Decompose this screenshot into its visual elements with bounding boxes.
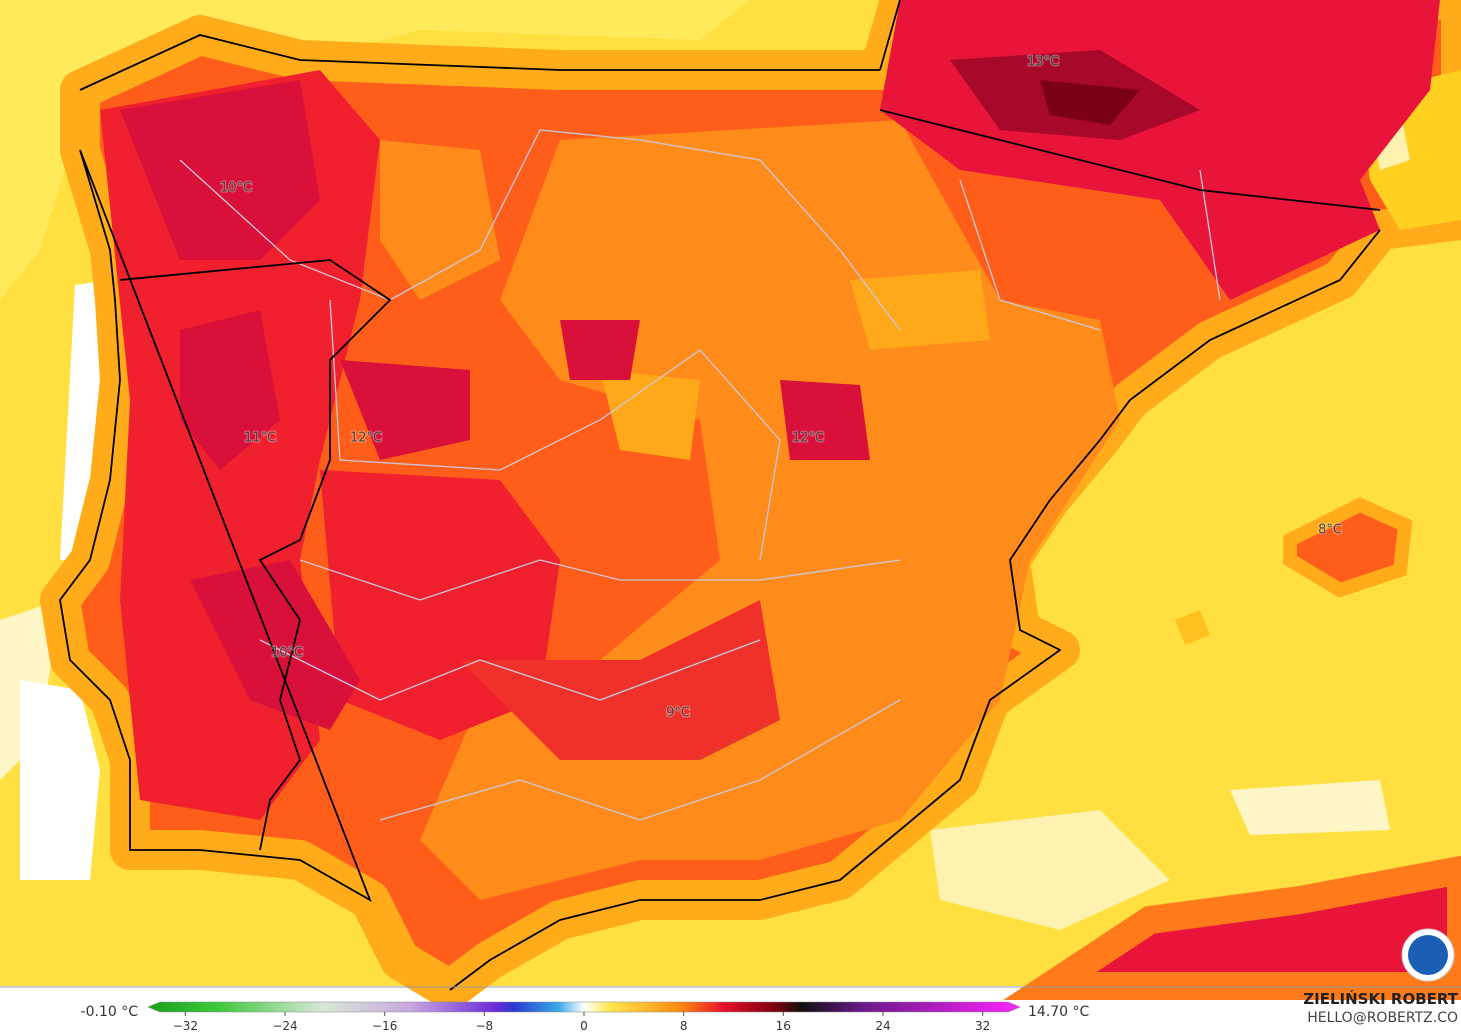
temp-label: 12°C [792,431,824,446]
colorbar-min: -0.10 °C [81,1004,139,1020]
colorbar-tick-label: 0 [580,1019,588,1033]
colorbar-tick-label: 24 [875,1019,890,1033]
colorbar-tick-label: 8 [680,1019,688,1033]
credit-name: ZIELIŃSKI ROBERT [1303,989,1458,1008]
colorbar-tick-label: 16 [776,1019,791,1033]
colorbar-tick-label: −32 [173,1019,198,1033]
colorbar-max: 14.70 °C [1028,1004,1090,1020]
temp-label: 13°C [1027,55,1059,70]
colorbar-bar [147,1001,1021,1013]
colorbar-tick-label: 32 [975,1019,990,1033]
temp-label: 9°C [666,706,690,721]
temp-label: 10°C [220,181,252,196]
temp-label: 8°C [1318,523,1342,538]
temp-label: 12°C [350,431,382,446]
colorbar-tick-label: −8 [475,1019,493,1033]
credit-email: HELLO@ROBERTZ.CO [1307,1010,1458,1026]
colorbar-tick-label: −24 [272,1019,297,1033]
colorbar: -0.10 °C 14.70 °C −32 −24 −16 −8 0 8 16 24 32 [81,1001,1090,1033]
colorbar-tick-label: −16 [372,1019,397,1033]
noaa-logo-inner [1408,935,1448,975]
temp-label: 11°C [244,431,276,446]
temp-label: 10°C [271,646,303,661]
map: 13°C 10°C 11°C 12°C 12°C 8°C 10°C 9°C [0,0,1461,1010]
